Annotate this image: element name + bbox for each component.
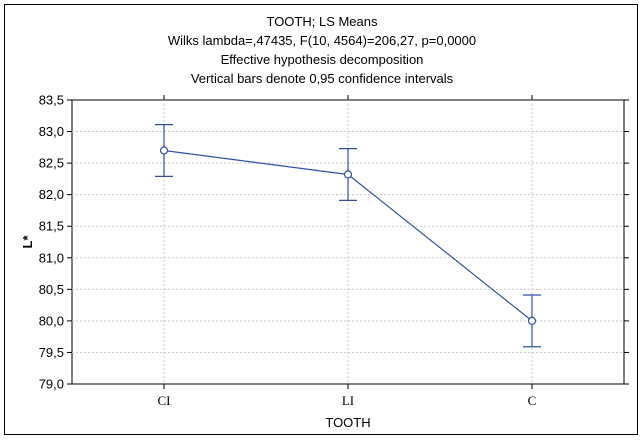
y-tick-label: 80,5	[39, 282, 64, 297]
y-axis-ticks: 79,0 79,5 80,0 80,5 81,0 81,5 82,0 82,5 83,0 83,5	[39, 93, 629, 392]
chart-title: TOOTH; LS Means Wilks lambda=,47435, F(1…	[168, 14, 476, 86]
y-tick-label: 81,0	[39, 250, 64, 265]
y-tick-label: 79,0	[39, 377, 64, 392]
y-tick-label: 83,5	[39, 93, 64, 108]
x-axis-ticks: CI LI C	[158, 95, 537, 408]
y-axis-label: L*	[20, 235, 35, 249]
x-tick-label: C	[528, 393, 537, 408]
x-axis-label: TOOTH	[325, 415, 370, 430]
y-tick-label: 81,5	[39, 219, 64, 234]
title-line-3: Effective hypothesis decomposition	[221, 52, 424, 67]
x-tick-label: CI	[158, 393, 171, 408]
title-line-4: Vertical bars denote 0,95 confidence int…	[191, 71, 454, 86]
title-line-1: TOOTH; LS Means	[266, 14, 378, 29]
data-markers	[159, 146, 537, 325]
y-tick-label: 79,5	[39, 345, 64, 360]
y-tick-label: 82,5	[39, 156, 64, 171]
x-tick-label: LI	[342, 393, 354, 408]
y-tick-label: 83,0	[39, 124, 64, 139]
data-point	[159, 146, 169, 155]
data-point	[343, 170, 353, 179]
data-point	[527, 316, 537, 325]
grid-lines	[72, 100, 624, 384]
y-tick-label: 80,0	[39, 313, 64, 328]
title-line-2: Wilks lambda=,47435, F(10, 4564)=206,27,…	[168, 33, 476, 48]
y-tick-label: 82,0	[39, 187, 64, 202]
